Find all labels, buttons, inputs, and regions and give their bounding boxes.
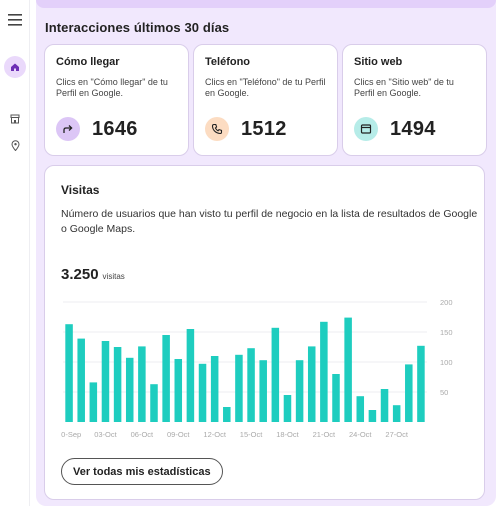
bar [113, 347, 122, 422]
store-icon[interactable] [0, 112, 30, 126]
dashboard-panel: Interacciones últimos 30 días Cómo llega… [36, 0, 496, 506]
bar [368, 410, 377, 422]
bar [150, 384, 158, 422]
x-tick-label: 12-Oct [203, 430, 226, 439]
section-title: Interacciones últimos 30 días [45, 20, 230, 35]
bar [320, 321, 328, 422]
bar [307, 346, 316, 422]
visits-bar-chart: 50 100 150 200 30-Sep 03-Oct 06-Oct 09-Oct 12-Oc… [61, 298, 453, 439]
browser-window-icon [354, 117, 378, 141]
card-phone[interactable]: Teléfono Clics en "Teléfono" de tu Perfi… [193, 44, 338, 156]
card-value: 1494 [390, 117, 436, 140]
bar [210, 356, 219, 422]
home-icon [4, 56, 26, 78]
bar [186, 329, 195, 422]
bar [77, 338, 85, 422]
bar [283, 395, 292, 422]
y-tick-label: 150 [440, 328, 453, 337]
bar [65, 324, 73, 422]
x-tick-label: 24-Oct [349, 430, 372, 439]
bar [162, 335, 170, 422]
bar [198, 363, 207, 422]
bar [295, 360, 304, 422]
bar [235, 354, 243, 422]
card-description: Clics en "Cómo llegar" de tu Perfil en G… [56, 77, 168, 98]
bar [138, 346, 146, 422]
y-tick-label: 100 [440, 358, 453, 367]
card-value: 1512 [241, 117, 287, 140]
bar [380, 389, 389, 422]
visits-description: Número de usuarios que han visto tu perf… [61, 208, 478, 235]
bar [174, 359, 183, 422]
sidebar-item-home[interactable] [0, 56, 30, 78]
bar [332, 374, 340, 422]
x-tick-label: 03-Oct [94, 430, 117, 439]
bar [392, 405, 401, 422]
phone-icon [205, 117, 229, 141]
card-directions[interactable]: Cómo llegar Clics en "Cómo llegar" de tu… [44, 44, 189, 156]
sidebar [0, 0, 30, 506]
x-tick-label: 27-Oct [385, 430, 408, 439]
card-title: Teléfono [205, 56, 251, 68]
menu-icon[interactable] [0, 10, 30, 30]
x-tick-label: 15-Oct [240, 430, 263, 439]
bar [125, 357, 134, 422]
card-title: Cómo llegar [56, 56, 120, 68]
bar [259, 360, 267, 422]
card-description: Clics en "Sitio web" de tu Perfil en Goo… [354, 77, 454, 98]
x-tick-label: 09-Oct [167, 430, 190, 439]
card-value: 1646 [92, 117, 138, 140]
visits-total-value: 3.250 [61, 266, 99, 283]
bar [405, 364, 413, 422]
top-strip [36, 0, 496, 8]
card-title: Sitio web [354, 56, 403, 68]
card-website[interactable]: Sitio web Clics en "Sitio web" de tu Per… [342, 44, 487, 156]
bar [223, 407, 231, 422]
visits-card: Visitas Número de usuarios que han visto… [44, 165, 485, 500]
bar [89, 382, 98, 422]
bar [356, 396, 365, 422]
directions-arrow-icon [56, 117, 80, 141]
y-tick-label: 50 [440, 388, 448, 397]
bar [417, 345, 425, 422]
location-pin-icon[interactable] [0, 138, 30, 152]
bar [344, 317, 352, 422]
view-all-stats-button[interactable]: Ver todas mis estadísticas [61, 458, 223, 485]
visits-total: 3.250 visitas [61, 266, 125, 283]
visits-title: Visitas [61, 183, 100, 197]
card-description: Clics en "Teléfono" de tu Perfil en Goog… [205, 77, 326, 98]
x-tick-label: 30-Sep [61, 430, 81, 439]
visits-total-unit: visitas [102, 272, 125, 281]
bar [101, 341, 110, 422]
y-tick-label: 200 [440, 298, 453, 307]
bar [271, 327, 280, 422]
x-tick-label: 21-Oct [313, 430, 336, 439]
x-tick-label: 18-Oct [276, 430, 299, 439]
bar [247, 348, 255, 422]
x-tick-label: 06-Oct [131, 430, 154, 439]
